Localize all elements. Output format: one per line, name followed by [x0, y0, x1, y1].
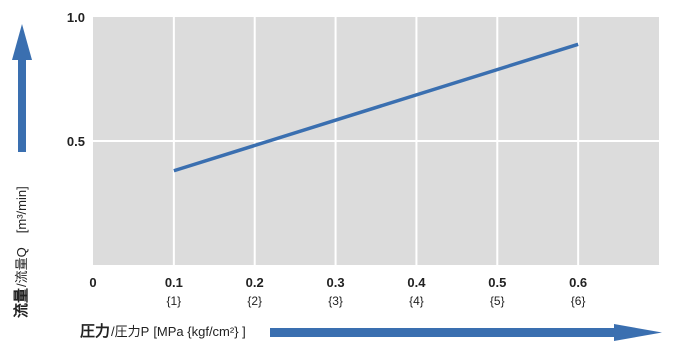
x-tick-sublabel-1: {1}: [167, 294, 182, 308]
x-axis-label: 圧力/圧力P [MPa {kgf/cm²} ]: [80, 322, 246, 340]
x-tick-label-5: 0.5: [488, 275, 506, 290]
svg-text:流量/流量Q[m³/min]: 流量/流量Q [m³/min]: [12, 186, 30, 318]
x-tick-label-1: 0.1: [165, 275, 183, 290]
y-axis-label: 流量/流量Q [m³/min]: [12, 186, 30, 318]
y-axis-label-unit: [m³/min]: [14, 186, 29, 233]
grid-layer: [93, 17, 659, 265]
x-axis-label-unit: [MPa {kgf/cm²} ]: [153, 324, 245, 339]
tick-layer: 0 0.1 {1} 0.2 {2} 0.3 {3} 0.4 {4} 0.5 {5} 0.6 {6} 0.5…: [67, 10, 587, 308]
x-tick-label-4: 0.4: [407, 275, 426, 290]
y-axis-label-sub: /流量Q: [14, 247, 29, 287]
series-line-0: [173, 42, 579, 173]
x-tick-sublabel-4: {4}: [409, 294, 424, 308]
x-tick-label-0: 0: [89, 275, 96, 290]
x-tick-sublabel-5: {5}: [490, 294, 505, 308]
x-tick-sublabel-2: {2}: [247, 294, 262, 308]
y-axis-arrow: [12, 24, 32, 152]
y-axis-label-main: 流量: [12, 288, 30, 318]
y-tick-label-1: 1.0: [67, 10, 85, 25]
y-tick-label-0: 0.5: [67, 134, 85, 149]
x-tick-sublabel-3: {3}: [328, 294, 343, 308]
svg-text:圧力/圧力P[MPa {kgf/cm²} ]: 圧力/圧力P [MPa {kgf/cm²} ]: [80, 322, 246, 340]
x-axis-label-sub: /圧力P: [111, 324, 149, 339]
x-axis-arrow: [270, 324, 662, 341]
x-tick-label-3: 0.3: [327, 275, 345, 290]
x-tick-label-6: 0.6: [569, 275, 587, 290]
x-tick-sublabel-6: {6}: [571, 294, 586, 308]
x-axis-label-main: 圧力: [80, 322, 110, 340]
x-tick-label-2: 0.2: [246, 275, 264, 290]
series-layer: [173, 42, 579, 173]
